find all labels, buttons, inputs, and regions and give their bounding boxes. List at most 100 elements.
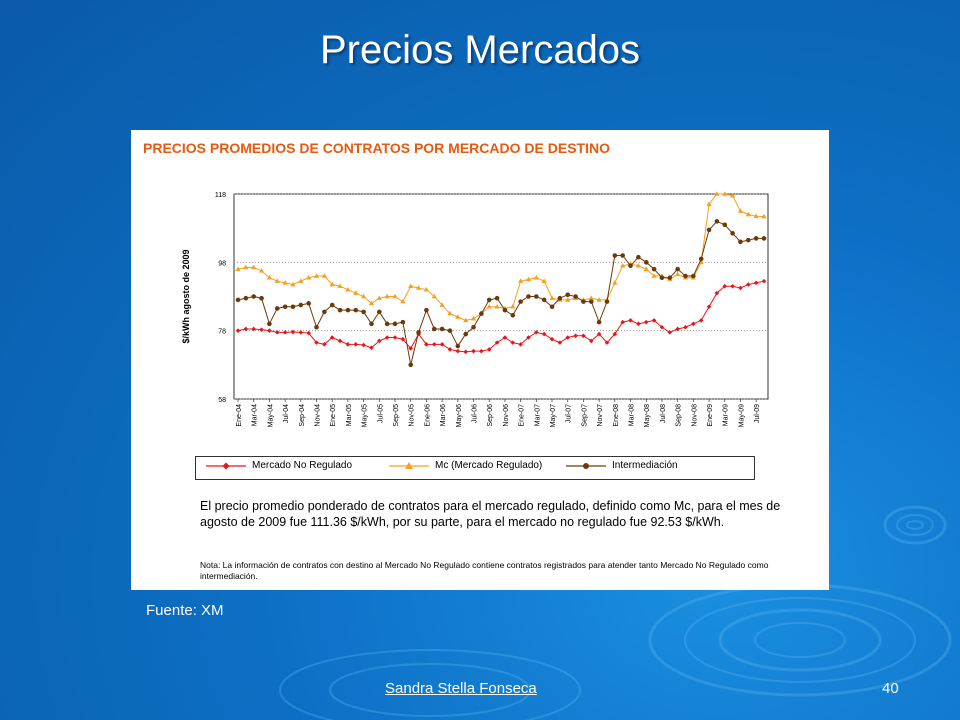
x-tick-label: Jul-05: [377, 404, 384, 423]
x-tick-label: Jul-06: [472, 404, 479, 423]
data-point-diamond: [510, 340, 516, 345]
data-point-diamond: [377, 338, 382, 344]
data-point-triangle: [486, 303, 492, 309]
data-point-circle: [486, 297, 492, 303]
data-point-circle: [267, 321, 272, 327]
data-point-triangle: [533, 274, 539, 280]
data-point-circle: [643, 260, 649, 265]
data-point-circle: [620, 253, 625, 258]
x-tick-label: Nov-07: [597, 404, 604, 427]
x-tick-label: Ene-05: [330, 404, 337, 427]
x-tick-label: May-07: [550, 404, 557, 427]
chart-description: El precio promedio ponderado de contrato…: [200, 499, 781, 529]
y-tick-label: 58: [218, 397, 226, 404]
data-point-triangle: [423, 286, 430, 292]
x-tick-label: May-04: [267, 404, 274, 427]
data-point-diamond: [573, 333, 578, 339]
data-point-diamond: [541, 331, 547, 337]
data-point-circle: [675, 266, 680, 272]
data-point-circle: [463, 331, 468, 337]
data-point-triangle: [596, 297, 602, 302]
data-point-circle: [479, 311, 484, 316]
data-point-diamond: [738, 285, 743, 291]
data-point-circle: [322, 309, 327, 315]
data-point-diamond: [314, 340, 319, 345]
data-point-triangle: [525, 276, 532, 282]
data-point-circle: [455, 343, 461, 349]
data-point-circle: [581, 299, 586, 304]
legend-item-no-regulado: Mercado No Regulado: [206, 460, 352, 471]
data-point-diamond: [235, 328, 241, 333]
data-point-diamond: [322, 342, 327, 347]
data-point-diamond: [683, 324, 688, 330]
data-point-triangle: [384, 293, 390, 299]
data-point-circle: [667, 275, 673, 281]
data-point-triangle: [447, 310, 453, 316]
data-point-circle: [274, 306, 280, 311]
data-point-diamond: [761, 278, 767, 284]
data-point-diamond: [714, 290, 720, 296]
data-point-diamond: [329, 335, 335, 340]
data-point-diamond: [251, 326, 257, 332]
data-point-diamond: [486, 347, 492, 352]
data-point-diamond: [361, 342, 366, 348]
data-point-triangle: [565, 297, 571, 302]
data-point-diamond: [424, 342, 429, 347]
data-point-triangle: [290, 281, 296, 287]
data-point-circle: [290, 304, 296, 310]
data-point-diamond: [706, 304, 712, 310]
x-tick-label: Sep-08: [676, 404, 683, 427]
data-point-circle: [510, 312, 516, 318]
data-point-triangle: [368, 300, 375, 306]
data-point-triangle: [494, 303, 500, 309]
data-point-diamond: [534, 330, 539, 335]
source-label: Fuente: XM: [146, 602, 224, 619]
data-point-triangle: [549, 295, 555, 301]
data-point-diamond: [549, 336, 555, 342]
data-point-triangle: [612, 280, 618, 285]
data-point-diamond: [431, 342, 437, 347]
data-point-diamond: [565, 335, 571, 340]
data-point-diamond: [698, 318, 704, 323]
data-point-circle: [714, 219, 720, 224]
data-point-triangle: [588, 295, 594, 301]
data-point-triangle: [541, 278, 547, 283]
x-tick-label: Sep-05: [393, 404, 400, 427]
chart-title: PRECIOS PROMEDIOS DE CONTRATOS POR MERCA…: [143, 140, 610, 156]
legend-marker-circle: [566, 462, 606, 469]
data-point-diamond: [730, 283, 735, 289]
x-tick-label: Mar-09: [723, 404, 730, 426]
data-point-triangle: [266, 274, 273, 280]
data-point-circle: [761, 236, 767, 241]
author-footer: Sandra Stella Fonseca: [385, 680, 537, 697]
data-point-diamond: [643, 319, 649, 325]
x-tick-label: Ene-08: [613, 404, 620, 427]
x-tick-label: Ene-09: [707, 404, 714, 427]
data-point-diamond: [471, 348, 476, 354]
data-point-circle: [549, 304, 555, 310]
data-point-triangle: [274, 278, 280, 283]
x-tick-label: Ene-07: [519, 404, 526, 427]
data-point-circle: [753, 236, 759, 241]
y-axis-label: $/kWh agosto de 2009: [181, 249, 191, 343]
data-point-circle: [392, 321, 398, 327]
data-point-circle: [596, 319, 602, 325]
x-tick-label: May-09: [738, 404, 745, 427]
data-point-triangle: [737, 208, 744, 213]
data-point-triangle: [753, 213, 759, 219]
x-tick-label: May-08: [644, 404, 651, 427]
data-point-circle: [400, 319, 406, 325]
data-point-diamond: [384, 335, 390, 340]
data-point-diamond: [651, 318, 657, 323]
legend-label: Intermediación: [612, 460, 678, 471]
data-point-triangle: [361, 293, 367, 299]
data-point-triangle: [258, 268, 265, 273]
data-point-diamond: [463, 349, 468, 355]
data-point-triangle: [306, 274, 312, 280]
data-point-triangle: [282, 280, 288, 285]
data-point-diamond: [753, 280, 759, 286]
data-point-circle: [518, 299, 523, 304]
data-point-diamond: [400, 336, 406, 342]
data-point-triangle: [408, 283, 414, 289]
data-point-circle: [651, 266, 657, 272]
